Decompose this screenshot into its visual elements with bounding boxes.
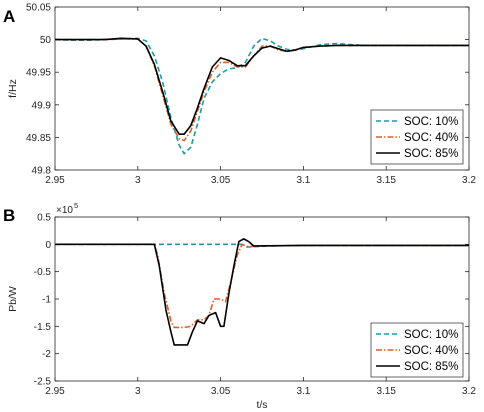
y-tick-label: 49.8 xyxy=(32,166,52,177)
x-tick-label: 3.2 xyxy=(462,386,476,397)
series-line-3 xyxy=(55,238,469,346)
x-tick-label: 3 xyxy=(135,386,141,397)
y-tick-label: 0 xyxy=(45,240,51,251)
series-line-3 xyxy=(55,37,469,135)
legend-entry: SOC: 85% xyxy=(404,148,458,160)
y-tick-label: 49.85 xyxy=(26,133,51,144)
x-tick-label: 3.1 xyxy=(296,175,310,186)
x-tick-label: 3.15 xyxy=(376,386,396,397)
legend-entry: SOC: 85% xyxy=(404,361,458,373)
legend-entry: SOC: 40% xyxy=(404,132,458,144)
panel-label: B xyxy=(3,206,15,225)
x-tick-label: 3.15 xyxy=(376,175,396,186)
panel-b: B 2.95 3 3.05 3.1 3.15 3.2 -2.5 -2 -1.5 -1 -0.5 0 0.5… xyxy=(3,201,476,411)
y-tick-label: -0.5 xyxy=(34,267,52,278)
series-line-1 xyxy=(55,37,469,155)
y-axis-label: Pb/W xyxy=(7,286,19,312)
y-tick-label: 49.95 xyxy=(26,68,51,79)
y-tick-label: -1 xyxy=(42,295,51,306)
y-axis-label: f/Hz xyxy=(7,79,19,98)
y-tick-label: 50.05 xyxy=(26,3,51,14)
panel-a: A 2.95 3 3.05 3.1 3.15 3.2 49.8 49.85 49.9 49.95 50… xyxy=(3,3,476,187)
legend-box xyxy=(370,109,464,165)
legend: SOC: 10% SOC: 40% SOC: 85% xyxy=(370,322,464,378)
x-tick-label: 3.05 xyxy=(211,175,231,186)
x-tick-label: 3.05 xyxy=(211,386,231,397)
x-tick-label: 2.95 xyxy=(45,175,65,186)
panel-label: A xyxy=(3,7,15,26)
y-tick-label: 50 xyxy=(40,35,52,46)
x-tick-label: 3.2 xyxy=(462,175,476,186)
series-group xyxy=(55,37,469,155)
y-tick-label: -2 xyxy=(42,349,51,360)
y-tick-label: 0.5 xyxy=(37,213,51,224)
y-multiplier: ×10 xyxy=(56,205,73,216)
x-tick-label: 3.1 xyxy=(296,386,310,397)
legend-entry: SOC: 10% xyxy=(404,116,458,128)
y-tick-label: 49.9 xyxy=(32,100,52,111)
legend-box xyxy=(370,322,464,378)
legend-entry: SOC: 40% xyxy=(404,345,458,357)
legend: SOC: 10% SOC: 40% SOC: 85% xyxy=(370,109,464,165)
x-tick-label: 3 xyxy=(135,175,141,186)
y-tick-label: -2.5 xyxy=(34,377,52,388)
x-tick-label: 2.95 xyxy=(45,386,65,397)
y-multiplier-exponent: 5 xyxy=(74,201,78,210)
legend-entry: SOC: 10% xyxy=(404,329,458,341)
series-group xyxy=(55,238,469,346)
x-axis-label: t/s xyxy=(256,399,267,411)
y-tick-label: -1.5 xyxy=(34,322,52,333)
